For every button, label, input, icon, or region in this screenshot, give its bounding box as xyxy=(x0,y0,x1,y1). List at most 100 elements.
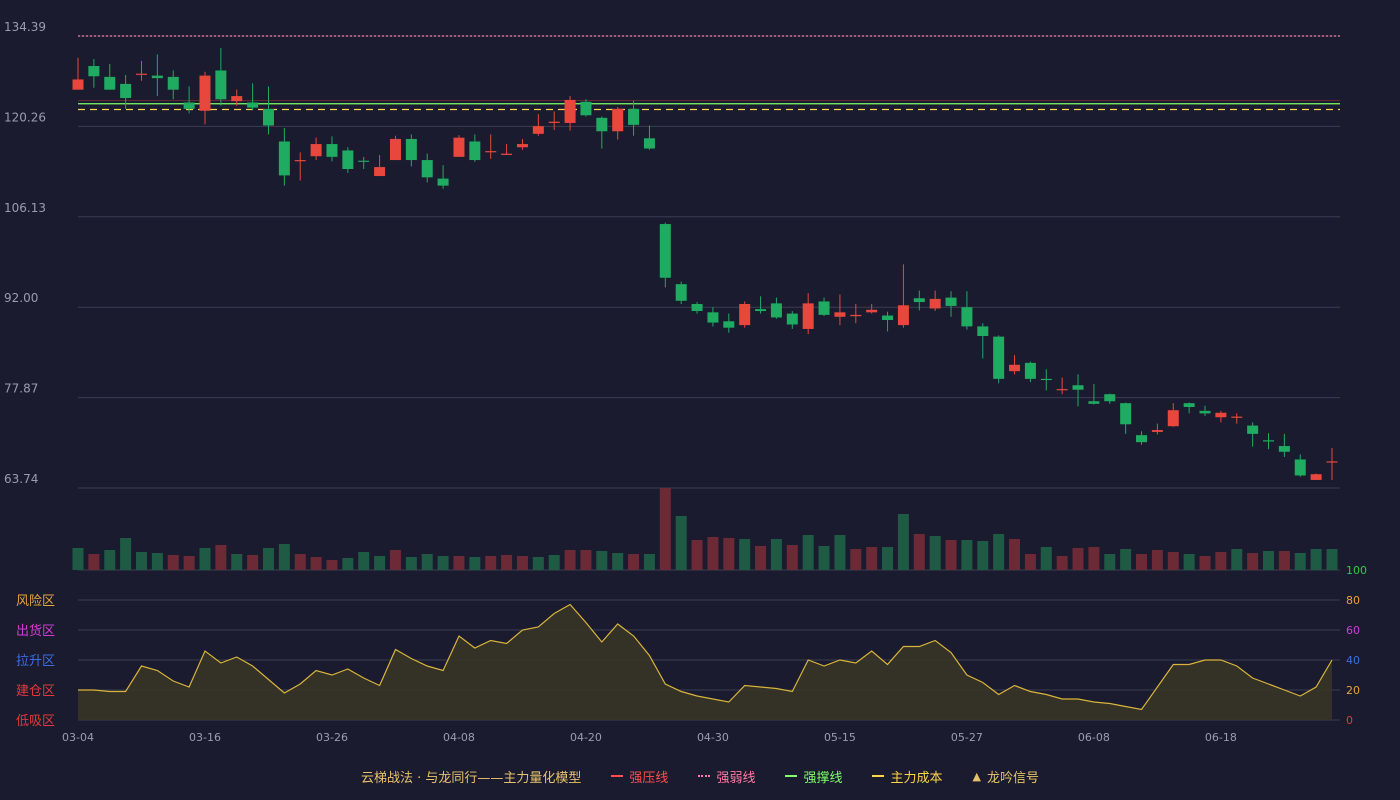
candle-body xyxy=(977,326,989,336)
candle xyxy=(358,156,370,170)
candle xyxy=(167,70,179,100)
volume-bar xyxy=(1310,549,1322,570)
candle xyxy=(1263,433,1275,450)
volume-bar xyxy=(278,544,290,570)
candle-body xyxy=(167,76,179,90)
candle xyxy=(135,60,147,81)
candle xyxy=(120,74,132,109)
volume-bar xyxy=(501,555,513,570)
indicator-tick-label: 100 xyxy=(1346,564,1367,577)
volume-bar xyxy=(1088,547,1100,570)
volume-bar xyxy=(596,551,608,570)
volume-bar xyxy=(389,550,401,570)
volume-bar xyxy=(770,539,782,570)
candle-body xyxy=(707,312,719,323)
volume-bar xyxy=(850,549,862,570)
axis-labels: 134.39 120.26 106.13 92.00 77.87 63.74 100 80 60… xyxy=(4,20,1367,744)
candle-body xyxy=(1104,394,1116,402)
candle-body xyxy=(786,313,798,325)
candle xyxy=(723,313,735,333)
volume-bar xyxy=(818,546,830,570)
volume-bar xyxy=(548,555,560,570)
candle-body xyxy=(612,108,624,132)
volume-bar xyxy=(469,557,481,570)
volume-bar xyxy=(120,538,132,570)
candle xyxy=(247,83,259,111)
candle-body xyxy=(310,144,322,157)
candle xyxy=(882,311,894,332)
candle-body xyxy=(993,336,1005,379)
volume-bar xyxy=(437,556,449,570)
price-tick-label: 92.00 xyxy=(4,291,38,305)
candle xyxy=(675,281,687,305)
candle xyxy=(612,106,624,140)
volume-bar xyxy=(1263,551,1275,570)
candle-body xyxy=(1263,440,1275,442)
legend: 云梯战法 · 与龙同行——主力量化模型 强压线 强弱线 强撑线 主力成本 ▲ 龙吟信号 xyxy=(0,766,1400,786)
candle xyxy=(993,335,1005,384)
volume-bar xyxy=(374,556,386,570)
candle-body xyxy=(342,150,354,170)
candle xyxy=(1199,405,1211,416)
price-tick-label: 106.13 xyxy=(4,201,46,215)
price-tick-label: 63.74 xyxy=(4,472,38,486)
date-tick-label: 04-08 xyxy=(443,731,475,744)
candle xyxy=(770,297,782,319)
legend-label: 云梯战法 · 与龙同行——主力量化模型 xyxy=(361,770,582,786)
candle-body xyxy=(199,75,211,111)
candle xyxy=(1167,403,1179,427)
candle xyxy=(897,264,909,328)
candle-body xyxy=(183,102,195,109)
candle-body xyxy=(405,138,417,161)
candle-body xyxy=(1024,362,1036,379)
candle xyxy=(691,302,703,314)
zone-label: 拉升区 xyxy=(16,654,55,669)
candle-body xyxy=(1040,378,1052,381)
volume-bar xyxy=(199,548,211,570)
volume-bar xyxy=(659,488,671,570)
candle-body xyxy=(469,141,481,161)
volume-bar xyxy=(977,541,989,570)
indicator-area xyxy=(78,604,1332,720)
volume-bar xyxy=(723,538,735,570)
volume-bar xyxy=(913,534,925,570)
candle xyxy=(834,294,846,326)
legend-label: 主力成本 xyxy=(890,770,943,786)
candle xyxy=(596,116,608,149)
indicator-tick-label: 60 xyxy=(1346,624,1360,637)
candle-body xyxy=(1009,364,1021,372)
date-tick-label: 06-08 xyxy=(1078,731,1110,744)
legend-swatch xyxy=(611,775,624,777)
price-tick-label: 77.87 xyxy=(4,382,38,396)
candle xyxy=(294,152,306,181)
candle-body xyxy=(643,138,655,149)
volume-bar xyxy=(1183,554,1195,570)
candle-body xyxy=(628,108,640,125)
candle-body xyxy=(374,167,386,177)
indicator-line xyxy=(78,603,1333,711)
candle xyxy=(215,48,227,106)
candle-body xyxy=(516,144,528,148)
volume-bar xyxy=(1215,552,1227,570)
volume-bar xyxy=(564,550,576,570)
candle xyxy=(374,154,386,177)
volume-bar xyxy=(882,547,894,570)
candle-body xyxy=(104,76,116,90)
volume-bar xyxy=(1136,554,1148,570)
volume-bar xyxy=(310,557,322,570)
candle-body xyxy=(1183,403,1195,408)
grid-layer xyxy=(78,35,1340,721)
volume-bar xyxy=(691,540,703,570)
candle xyxy=(739,301,751,328)
date-tick-label: 05-27 xyxy=(951,731,983,744)
candle-body xyxy=(358,160,370,162)
candle-body xyxy=(485,151,497,153)
candle xyxy=(1104,393,1116,404)
reference-lines xyxy=(78,35,1340,111)
candle xyxy=(945,291,957,317)
candle-body xyxy=(564,99,576,123)
candle xyxy=(310,137,322,161)
candle xyxy=(643,125,655,150)
volume-bar xyxy=(326,560,338,570)
